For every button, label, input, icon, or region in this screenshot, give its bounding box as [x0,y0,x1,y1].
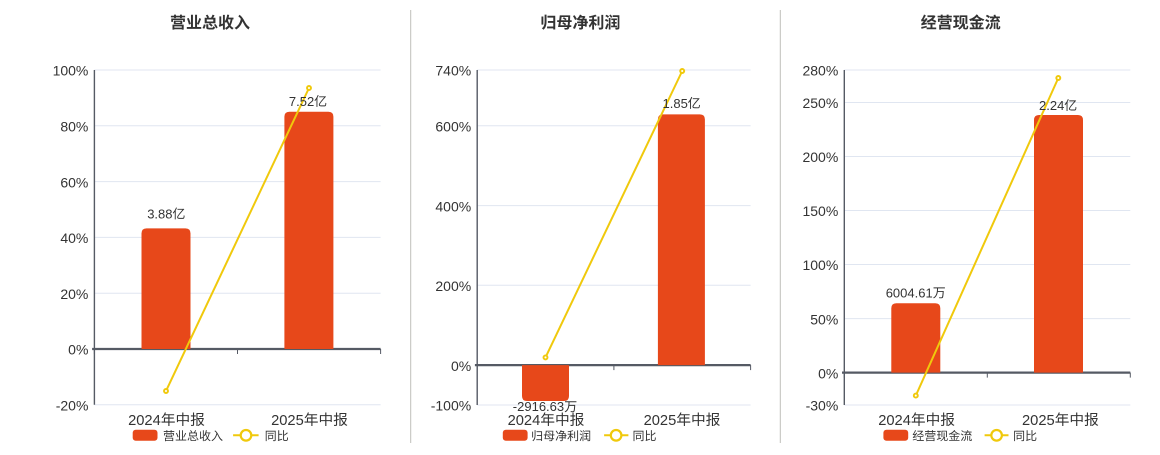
svg-text:740%: 740% [435,63,471,79]
svg-text:2024: 2024 [878,413,911,429]
svg-text:2024: 2024 [508,413,541,429]
svg-text:6004.61: 6004.61 [886,285,933,300]
svg-text:600%: 600% [435,119,471,135]
svg-text:3.88: 3.88 [147,206,172,221]
svg-text:-30%: -30% [806,398,839,414]
svg-text:150%: 150% [802,203,838,219]
svg-text:-2916.63: -2916.63 [513,399,564,414]
svg-text:0%: 0% [818,365,838,381]
svg-text:400%: 400% [435,198,471,214]
svg-text:-20%: -20% [56,398,89,414]
svg-text:280%: 280% [802,63,838,79]
svg-text:200%: 200% [435,278,471,294]
svg-text:80%: 80% [60,119,88,135]
svg-text:2.24: 2.24 [1039,98,1064,113]
svg-text:2025: 2025 [644,413,677,429]
svg-text:100%: 100% [802,257,838,273]
svg-text:7.52: 7.52 [289,94,314,109]
svg-text:60%: 60% [60,174,88,190]
svg-text:0%: 0% [68,342,88,358]
svg-text:1.85: 1.85 [663,96,688,111]
svg-text:2025: 2025 [1022,413,1055,429]
svg-text:2024: 2024 [128,413,161,429]
svg-text:50%: 50% [810,311,838,327]
svg-text:20%: 20% [60,286,88,302]
svg-text:40%: 40% [60,230,88,246]
svg-text:-100%: -100% [431,398,471,414]
svg-text:250%: 250% [802,95,838,111]
svg-text:200%: 200% [802,149,838,165]
svg-text:0%: 0% [451,358,471,374]
svg-text:2025: 2025 [271,413,304,429]
svg-text:100%: 100% [53,63,89,79]
